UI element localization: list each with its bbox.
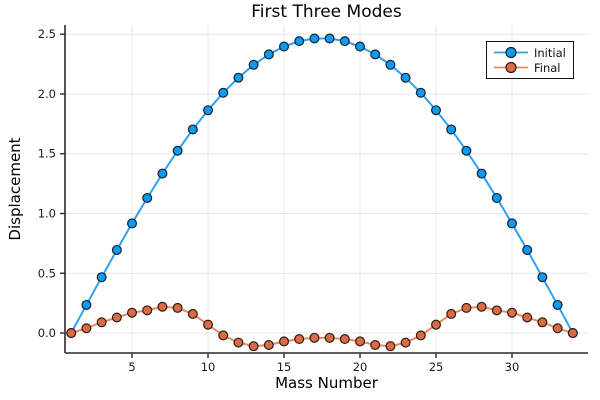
data-point-final (309, 332, 320, 343)
data-point-final (400, 337, 411, 348)
data-point-initial (491, 192, 502, 203)
x-tick-label: 20 (353, 360, 368, 374)
data-point-final (370, 339, 381, 350)
data-point-initial (385, 59, 396, 70)
y-tick-label: 0.5 (38, 266, 56, 280)
data-point-initial (248, 59, 259, 70)
x-tick-label: 15 (277, 360, 292, 374)
data-point-final (446, 308, 457, 319)
data-point-final (127, 307, 138, 318)
data-point-final (522, 312, 533, 323)
data-point-initial (218, 87, 229, 98)
x-tick-label: 30 (505, 360, 520, 374)
data-point-initial (157, 168, 168, 179)
data-point-final (66, 328, 77, 339)
data-point-initial (111, 244, 122, 255)
data-point-final (111, 312, 122, 323)
data-point-final (431, 319, 442, 330)
data-point-initial (81, 299, 92, 310)
legend-item-final: Final (493, 60, 566, 75)
data-point-initial (431, 105, 442, 116)
y-axis-label: Displacement (6, 137, 24, 241)
data-point-final (324, 332, 335, 343)
data-point-initial (400, 72, 411, 83)
data-point-final (385, 341, 396, 352)
final-series-swatch (493, 61, 529, 74)
data-point-final (339, 334, 350, 345)
data-point-final (552, 323, 563, 334)
data-point-final (263, 339, 274, 350)
data-point-final (218, 330, 229, 341)
data-point-initial (552, 299, 563, 310)
chart-title: First Three Modes (251, 2, 402, 22)
legend-label-initial: Initial (534, 45, 566, 60)
initial-series-swatch (493, 46, 529, 59)
data-point-initial (263, 49, 274, 60)
data-point-final (476, 301, 487, 312)
data-point-initial (142, 192, 153, 203)
data-point-final (355, 336, 366, 347)
data-point-final (537, 317, 548, 328)
data-point-initial (446, 124, 457, 135)
y-tick-label: 1.5 (38, 147, 56, 161)
y-tick-label: 0.0 (38, 326, 56, 340)
data-point-initial (522, 244, 533, 255)
data-point-initial (507, 218, 518, 229)
x-tick-label: 5 (128, 360, 135, 374)
data-point-initial (294, 36, 305, 47)
data-point-final (507, 307, 518, 318)
data-point-initial (415, 87, 426, 98)
y-tick-label: 2.0 (38, 87, 56, 101)
data-point-initial (172, 145, 183, 156)
data-point-final (491, 305, 502, 316)
x-axis-label: Mass Number (275, 374, 378, 392)
data-point-initial (324, 33, 335, 44)
data-point-initial (537, 272, 548, 283)
data-point-final (248, 341, 259, 352)
data-point-initial (355, 41, 366, 52)
x-tick-label: 25 (429, 360, 444, 374)
data-point-final (142, 305, 153, 316)
data-point-initial (461, 145, 472, 156)
data-point-final (203, 319, 214, 330)
data-point-final (233, 337, 244, 348)
data-point-initial (339, 36, 350, 47)
data-point-final (461, 302, 472, 313)
data-point-initial (96, 272, 107, 283)
data-point-final (157, 301, 168, 312)
y-tick-label: 2.5 (38, 27, 56, 41)
data-point-initial (187, 124, 198, 135)
data-point-initial (309, 33, 320, 44)
legend-label-final: Final (534, 60, 561, 75)
series-line-final (70, 305, 574, 348)
data-point-final (294, 334, 305, 345)
data-point-final (172, 302, 183, 313)
data-point-initial (127, 218, 138, 229)
data-point-initial (203, 105, 214, 116)
x-tick-label: 10 (201, 360, 216, 374)
legend: Initial Final (486, 41, 574, 79)
series-line-initial (70, 37, 574, 334)
data-point-initial (370, 49, 381, 60)
data-point-final (415, 330, 426, 341)
data-point-final (567, 328, 578, 339)
data-point-initial (476, 168, 487, 179)
data-point-final (187, 308, 198, 319)
legend-item-initial: Initial (493, 45, 566, 60)
y-tick-label: 1.0 (38, 207, 56, 221)
data-point-initial (233, 72, 244, 83)
data-point-final (81, 323, 92, 334)
data-point-initial (279, 41, 290, 52)
data-point-final (96, 317, 107, 328)
data-point-final (279, 336, 290, 347)
